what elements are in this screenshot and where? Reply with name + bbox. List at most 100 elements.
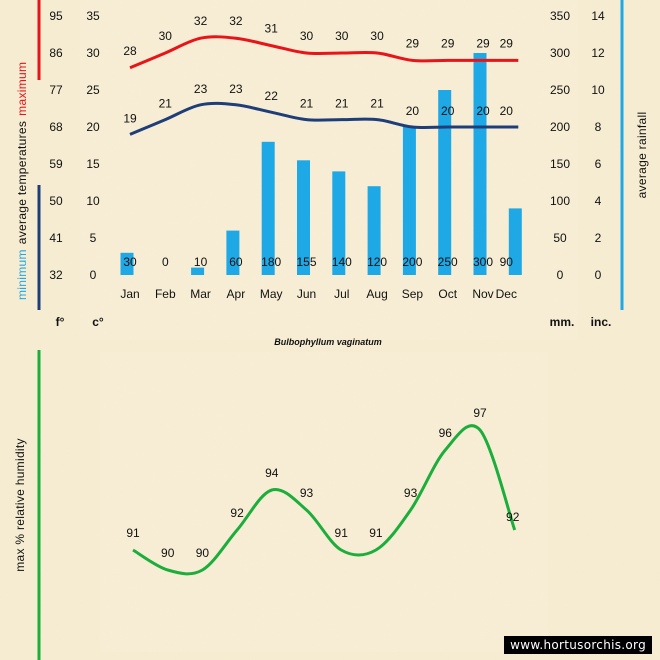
max-temperature-label: 30 — [300, 29, 314, 43]
rainfall-bar — [191, 267, 205, 275]
max-temperature-label: 29 — [441, 36, 455, 50]
celsius-tick-label: 20 — [86, 120, 100, 134]
max-temperature-label: 29 — [476, 36, 490, 50]
humidity-value-label: 90 — [196, 546, 210, 560]
mm-tick-label: 250 — [550, 83, 570, 97]
rainfall-value-label: 200 — [402, 255, 422, 269]
max-temperature-line — [129, 35, 519, 70]
celsius-tick-label: 30 — [86, 46, 100, 60]
month-label: Sep — [402, 287, 424, 301]
inch-tick-label: 10 — [591, 83, 605, 97]
rainfall-bar — [297, 160, 310, 275]
average-temperatures-label: average temperatures — [15, 121, 29, 244]
min-temperature-label: 23 — [194, 82, 208, 96]
inch-tick-label: 6 — [595, 157, 602, 171]
humidity-value-label: 93 — [404, 486, 418, 500]
month-label: Mar — [190, 287, 211, 301]
humidity-value-label: 91 — [369, 526, 383, 540]
inch-tick-label: 2 — [595, 231, 602, 245]
min-temperature-label: 21 — [159, 97, 173, 111]
fahrenheit-tick-label: 59 — [49, 157, 63, 171]
max-temperature-label: 32 — [229, 14, 243, 28]
max-temperature-label: 30 — [335, 29, 349, 43]
rainfall-value-label: 120 — [367, 255, 387, 269]
month-label: Apr — [227, 287, 246, 301]
rainfall-bar — [473, 53, 487, 275]
min-temperature-label: 23 — [229, 82, 243, 96]
fahrenheit-tick-label: 95 — [49, 9, 63, 23]
minimum-label: minimum — [15, 249, 29, 300]
month-label: May — [260, 287, 283, 301]
rainfall-value-label: 155 — [296, 255, 316, 269]
max-temperature-label: 29 — [406, 36, 420, 50]
rainfall-bar — [120, 252, 134, 275]
month-label: Jun — [297, 287, 316, 301]
celsius-tick-label: 0 — [90, 268, 97, 282]
min-temperature-line — [129, 101, 519, 136]
fahrenheit-tick-label: 50 — [49, 194, 63, 208]
humidity-value-label: 97 — [473, 406, 487, 420]
rainfall-value-label: 0 — [162, 255, 169, 269]
month-label: Feb — [155, 287, 176, 301]
humidity-value-label: 91 — [126, 526, 140, 540]
rainfall-value-label: 60 — [229, 255, 243, 269]
mm-tick-label: 350 — [550, 9, 570, 23]
inch-tick-label: 0 — [595, 268, 602, 282]
max-temperature-label: 30 — [370, 29, 384, 43]
min-temperature-label: 21 — [335, 97, 349, 111]
max-temperature-label: 29 — [500, 36, 514, 50]
month-label: Nov — [472, 287, 493, 301]
celsius-tick-label: 10 — [86, 194, 100, 208]
humidity-value-label: 96 — [439, 426, 453, 440]
max-temperature-label: 30 — [159, 29, 173, 43]
fahrenheit-tick-label: 41 — [49, 231, 63, 245]
top-panel — [80, 0, 578, 340]
temperature-axis-title: minimum average temperatures maximum — [15, 62, 29, 300]
species-title: Bulbophyllum vaginatum — [274, 337, 382, 347]
min-temperature-label: 19 — [123, 111, 137, 125]
min-temperature-label: 20 — [406, 104, 420, 118]
humidity-chart: max % relative humidity 91 90 90 92 94 93 91 91 9… — [13, 350, 520, 660]
rainfall-bar — [226, 230, 240, 275]
inch-tick-label: 8 — [595, 120, 602, 134]
rainfall-value-label: 90 — [500, 255, 514, 269]
celsius-tick-label: 25 — [86, 83, 100, 97]
inch-tick-label: 12 — [591, 46, 605, 60]
humidity-axis-title: max % relative humidity — [13, 438, 27, 572]
humidity-value-label: 91 — [335, 526, 349, 540]
celsius-tick-label: 5 — [90, 231, 97, 245]
min-temperature-label: 21 — [370, 97, 384, 111]
min-temperature-label: 20 — [500, 104, 514, 118]
humidity-line — [132, 424, 517, 576]
celsius-unit-label: c° — [92, 315, 104, 329]
celsius-tick-label: 15 — [86, 157, 100, 171]
max-temperature-label: 31 — [265, 22, 279, 36]
max-temperature-label: 28 — [123, 44, 137, 58]
rainfall-axis-title: average rainfall — [635, 112, 649, 199]
month-label: Oct — [438, 287, 457, 301]
fahrenheit-tick-label: 86 — [49, 46, 63, 60]
maximum-label: maximum — [15, 62, 29, 116]
celsius-tick-label: 35 — [86, 9, 100, 23]
rainfall-value-label: 30 — [123, 255, 137, 269]
humidity-value-label: 92 — [506, 510, 520, 524]
rainfall-bar — [261, 141, 275, 275]
rainfall-value-label: 10 — [194, 255, 208, 269]
rainfall-value-label: 300 — [473, 255, 493, 269]
month-label: Jan — [120, 287, 139, 301]
temperature-rainfall-chart: 3241505968778695051015202530350501001502… — [15, 0, 649, 329]
fahrenheit-unit-label: f° — [56, 315, 65, 329]
humidity-value-label: 93 — [300, 486, 314, 500]
humidity-value-label: 94 — [265, 466, 279, 480]
mm-tick-label: 50 — [553, 231, 567, 245]
rainfall-value-label: 250 — [438, 255, 458, 269]
rainfall-bar — [438, 90, 452, 275]
month-label: Jul — [334, 287, 349, 301]
mm-tick-label: 100 — [550, 194, 570, 208]
inch-tick-label: 4 — [595, 194, 602, 208]
month-label: Dec — [496, 287, 517, 301]
inch-unit-label: inc. — [591, 315, 612, 329]
humidity-value-label: 92 — [230, 506, 244, 520]
fahrenheit-tick-label: 32 — [49, 268, 63, 282]
